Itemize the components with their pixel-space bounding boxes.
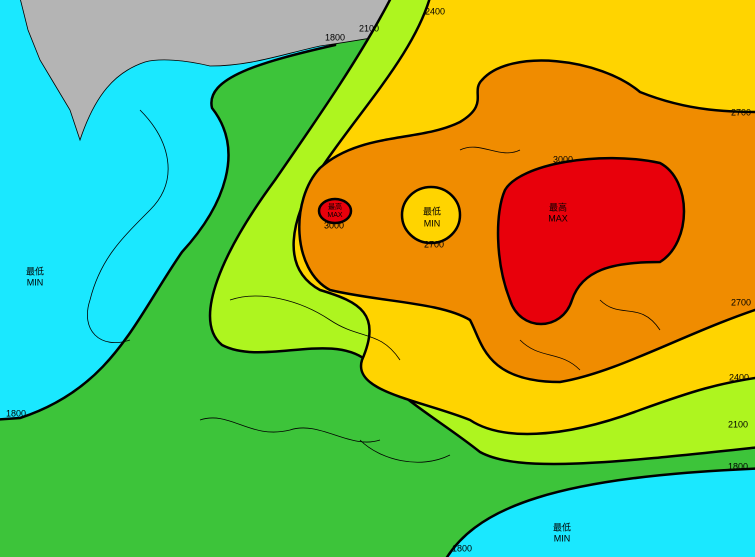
extreme-en: MIN	[424, 218, 441, 228]
extreme-zh: 最低	[553, 521, 571, 532]
isohyet-label: 1800	[452, 543, 472, 553]
extreme-labels: 最高 MAX 最高 MAX 最低 MIN 最低 MIN 最低 MIN	[26, 201, 571, 543]
extreme-zh: 最低	[423, 205, 441, 216]
zone-above-3000	[496, 156, 686, 326]
extreme-zh: 最高	[328, 202, 342, 211]
isohyet-label: 1800	[728, 461, 748, 471]
extreme-en: MAX	[327, 212, 343, 219]
isohyet-labels: 1800 1800 1800 1800 2100 2100 2400 2400 …	[6, 6, 751, 553]
isohyet-label: 2700	[731, 107, 751, 117]
isohyet-label: 2100	[359, 23, 379, 33]
extreme-en: MIN	[554, 533, 571, 543]
isohyet-label: 2400	[729, 372, 749, 382]
isohyet-label: 1800	[6, 408, 26, 418]
isohyet-label: 2100	[728, 419, 748, 429]
extreme-en: MIN	[27, 277, 44, 287]
local-maximum	[317, 197, 353, 225]
isohyet-label: 2700	[424, 239, 444, 249]
extreme-zh: 最低	[26, 265, 44, 276]
isohyet-label: 2400	[425, 6, 445, 16]
zone-below-1800-south	[445, 467, 755, 557]
isohyet-label: 1800	[325, 32, 345, 42]
local-minimum	[400, 185, 462, 245]
extreme-en: MAX	[548, 213, 568, 223]
isohyet-label: 2700	[731, 297, 751, 307]
isohyet-label: 3000	[553, 154, 573, 164]
isohyet-label: 3000	[324, 220, 344, 230]
extreme-zh: 最高	[549, 201, 567, 212]
coastline	[87, 109, 661, 463]
